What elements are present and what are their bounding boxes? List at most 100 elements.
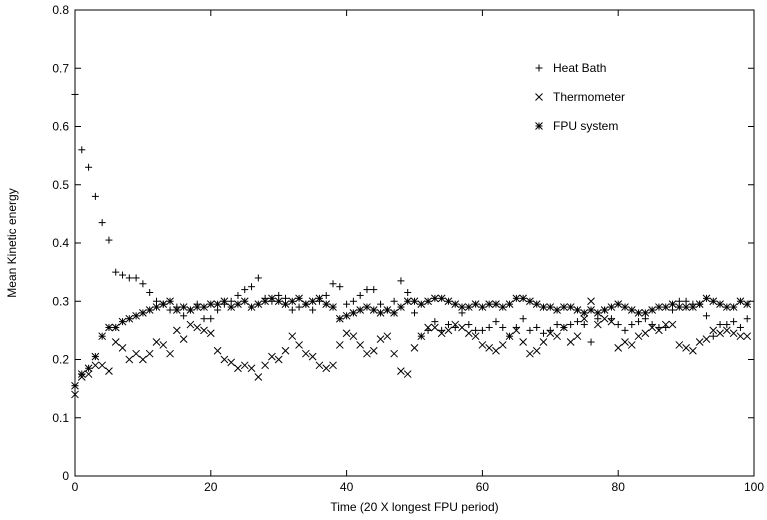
data-point	[641, 329, 650, 338]
data-point	[200, 326, 208, 335]
data-point	[716, 321, 724, 329]
data-point	[485, 300, 494, 309]
series-thermometer	[71, 297, 752, 399]
data-point	[702, 294, 711, 303]
data-point	[593, 320, 602, 329]
data-point	[722, 326, 731, 335]
data-point	[702, 335, 711, 343]
legend-label: Thermometer	[553, 90, 625, 104]
data-point	[743, 332, 752, 341]
data-point	[241, 286, 249, 294]
data-point	[145, 349, 154, 358]
data-point	[369, 346, 378, 355]
data-point	[573, 332, 582, 341]
data-point	[580, 309, 589, 317]
data-point	[614, 343, 623, 352]
data-point	[499, 323, 507, 331]
data-point	[213, 346, 222, 355]
data-point	[437, 329, 446, 338]
data-point	[193, 323, 202, 332]
data-point	[709, 326, 718, 335]
data-point	[146, 289, 154, 297]
data-point	[532, 300, 541, 309]
data-point	[600, 314, 609, 323]
data-point	[695, 338, 704, 346]
y-axis-label: Mean Kinetic energy	[5, 188, 19, 297]
data-point	[485, 343, 494, 352]
data-point	[383, 332, 392, 341]
data-point	[566, 303, 575, 311]
y-tick-label: 0.6	[52, 120, 69, 134]
data-point	[478, 303, 487, 311]
data-point	[533, 323, 541, 331]
data-point	[424, 323, 432, 332]
data-point	[539, 338, 548, 346]
data-point	[234, 364, 242, 373]
x-tick-label: 0	[72, 480, 79, 494]
data-point	[78, 146, 86, 154]
data-point	[376, 309, 385, 317]
data-point	[736, 297, 745, 306]
data-point	[403, 297, 412, 306]
data-point	[431, 318, 439, 326]
data-point	[471, 332, 480, 341]
data-point	[431, 294, 439, 303]
data-point	[614, 300, 623, 309]
data-point	[125, 355, 134, 364]
data-point	[356, 291, 364, 299]
data-point	[390, 297, 398, 305]
data-point	[573, 318, 581, 326]
data-point	[172, 306, 181, 314]
data-point	[152, 303, 161, 311]
data-point	[248, 283, 256, 291]
data-point	[240, 297, 249, 306]
data-point	[411, 309, 418, 317]
data-point	[730, 318, 738, 326]
data-point	[186, 320, 195, 329]
data-point	[85, 163, 93, 171]
data-point	[512, 294, 521, 303]
data-point	[206, 329, 215, 338]
data-point	[376, 335, 385, 343]
data-point	[702, 312, 710, 320]
data-point	[675, 303, 684, 311]
data-point	[370, 286, 378, 294]
data-point	[308, 297, 317, 306]
x-tick-label: 20	[204, 480, 218, 494]
data-point	[111, 323, 120, 332]
data-point	[261, 361, 269, 370]
data-point	[417, 300, 426, 309]
data-point	[247, 364, 256, 373]
data-point	[655, 326, 663, 335]
data-point	[91, 192, 99, 200]
data-point	[105, 323, 113, 332]
data-point	[512, 326, 521, 335]
x-tick-label: 100	[744, 480, 764, 494]
data-point	[607, 303, 616, 311]
data-point	[166, 306, 174, 314]
data-point	[213, 300, 222, 309]
y-tick-label: 0.2	[52, 353, 69, 367]
data-point	[91, 352, 100, 361]
data-point	[716, 329, 724, 338]
data-point	[295, 303, 303, 311]
data-point	[118, 317, 127, 326]
data-point	[180, 312, 188, 320]
y-tick-label: 0.3	[52, 294, 69, 308]
data-point	[309, 306, 317, 314]
data-point	[356, 341, 365, 349]
legend-marker	[535, 93, 543, 101]
data-point	[404, 289, 412, 297]
data-point	[648, 306, 657, 314]
data-point	[634, 309, 643, 317]
data-point	[179, 335, 188, 343]
data-point	[119, 271, 127, 279]
data-point	[234, 300, 242, 309]
data-point	[315, 294, 324, 303]
y-tick-label: 0	[62, 469, 69, 483]
data-point	[335, 341, 344, 349]
data-point	[322, 291, 330, 299]
data-point	[349, 332, 358, 341]
data-point	[498, 341, 507, 349]
